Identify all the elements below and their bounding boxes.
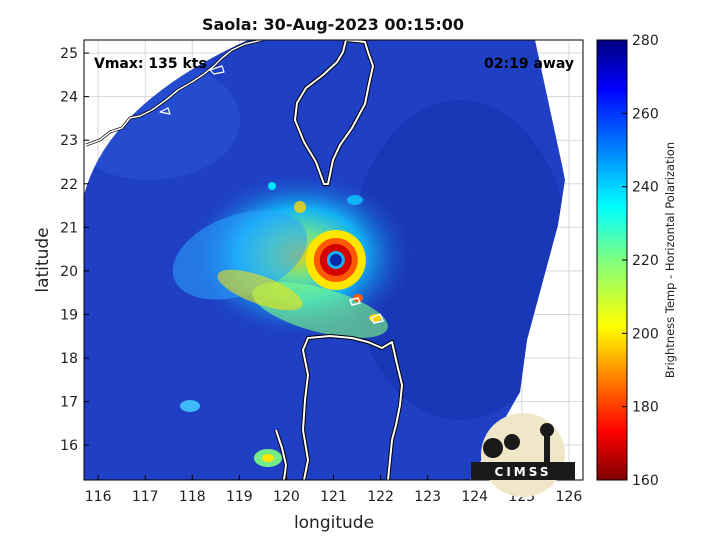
colorbar-tick-label: 280 bbox=[632, 33, 659, 49]
y-tick-label: 17 bbox=[60, 395, 78, 411]
colorbar-tick-label: 180 bbox=[632, 400, 659, 416]
x-tick-label: 123 bbox=[414, 489, 441, 505]
colorbar-tick-label: 160 bbox=[632, 473, 659, 489]
x-tick-label: 122 bbox=[367, 489, 394, 505]
y-tick-label: 21 bbox=[60, 220, 78, 236]
colorbar-tick-label: 240 bbox=[632, 180, 659, 196]
china-coastline bbox=[85, 40, 579, 147]
cimss-logo: CIMSS bbox=[471, 413, 575, 497]
coastlines bbox=[85, 40, 579, 480]
x-tick-label: 119 bbox=[226, 489, 253, 505]
x-tick-label: 117 bbox=[132, 489, 159, 505]
x-tick-label: 118 bbox=[179, 489, 206, 505]
colorbar-label: Brightness Temp - Horizontal Polarizatio… bbox=[663, 142, 677, 378]
storm-eye bbox=[329, 254, 342, 266]
vmax-annotation: Vmax: 135 kts bbox=[94, 56, 207, 72]
y-tick-label: 18 bbox=[60, 351, 78, 367]
colorbar-tick-label: 200 bbox=[632, 326, 659, 342]
y-tick-label: 24 bbox=[60, 90, 78, 106]
x-tick-label: 121 bbox=[320, 489, 347, 505]
x-tick-label: 126 bbox=[556, 489, 583, 505]
y-tick-label: 20 bbox=[60, 264, 78, 280]
y-tick-label: 25 bbox=[60, 46, 78, 62]
colorbar-tick-label: 220 bbox=[632, 253, 659, 269]
time-away-annotation: 02:19 away bbox=[484, 56, 574, 72]
y-tick-label: 16 bbox=[60, 438, 78, 454]
map-title: Saola: 30-Aug-2023 00:15:00 bbox=[202, 15, 464, 34]
logo-text: CIMSS bbox=[495, 465, 552, 479]
x-axis-label: longitude bbox=[294, 513, 374, 533]
taiwan-coastline bbox=[293, 40, 375, 186]
y-tick-label: 22 bbox=[60, 177, 78, 193]
water-tower-icon bbox=[544, 432, 550, 462]
luzon-coastline bbox=[274, 297, 404, 480]
y-tick-label: 23 bbox=[60, 133, 78, 149]
plot-area: 116 117 118 119 120 121 122 123 124 125 1261617181… bbox=[60, 39, 584, 505]
axis-ticks: 116 117 118 119 120 121 122 123 124 125 1261617181… bbox=[60, 46, 582, 505]
y-axis-label: latitude bbox=[33, 227, 53, 292]
storm-eyewall bbox=[305, 230, 366, 290]
colorbar: 160 180 200 220 240 260 280 Brightness Temp - … bbox=[596, 33, 677, 489]
x-tick-label: 116 bbox=[85, 489, 112, 505]
colorbar-tick-label: 260 bbox=[632, 106, 659, 122]
colorbar-ticks: 160 180 200 220 240 260 280 bbox=[622, 33, 659, 489]
y-tick-label: 19 bbox=[60, 307, 78, 323]
x-tick-label: 124 bbox=[461, 489, 488, 505]
satellite-dish-icon bbox=[483, 438, 503, 458]
x-tick-label: 120 bbox=[273, 489, 300, 505]
